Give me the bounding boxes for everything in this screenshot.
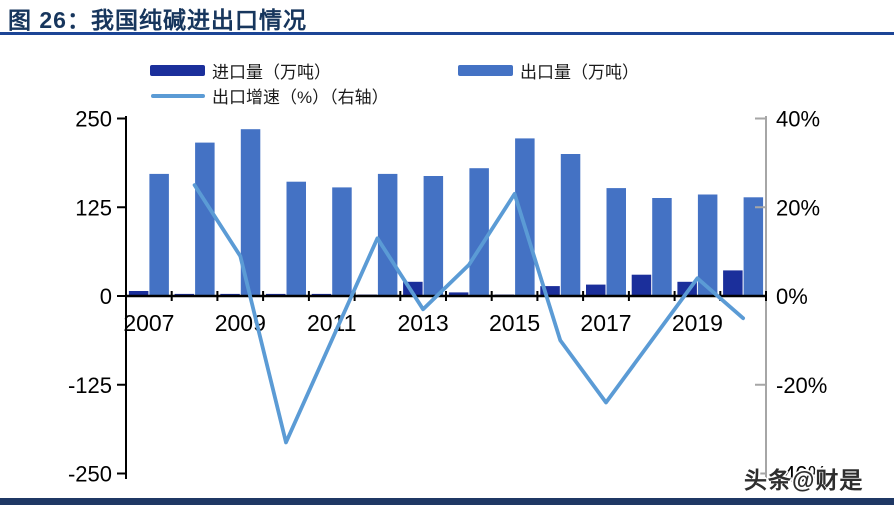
y-axis-label--250: -250: [68, 462, 112, 487]
legend-item-growth: 出口增速（%）（右轴）: [151, 83, 389, 108]
watermark: 头条@财是: [744, 467, 864, 493]
import-legend-swatch: [150, 65, 205, 76]
y-axis-label-125: 125: [75, 195, 112, 220]
export-bar-2014: [469, 168, 489, 296]
y-axis-label-250: 250: [75, 107, 112, 132]
export-growth-line: [192, 183, 745, 445]
export-bar-2020: [743, 197, 764, 296]
import-bar-2014: [448, 292, 469, 296]
import-bar-2007: [128, 291, 149, 296]
y-axis-label--125: -125: [68, 373, 112, 398]
legend-item-export: 出口量（万吨）: [458, 58, 639, 83]
export-legend-label: 出口量（万吨）: [520, 63, 639, 82]
x-axis-label-2017: 2017: [580, 310, 631, 336]
export-bar-2012: [377, 173, 398, 296]
right-axis-label-40%: 40%: [776, 107, 820, 132]
export-legend-swatch: [458, 65, 513, 76]
legend-item-import: 进口量（万吨）: [150, 58, 331, 83]
export-bar-2016: [560, 154, 581, 296]
export-bar-2008: [195, 142, 215, 296]
export-bar-2013: [423, 176, 444, 296]
title-rule: [0, 32, 894, 35]
y-axis-label-0: 0: [100, 284, 112, 309]
growth-legend-label: 出口增速（%）（右轴）: [212, 88, 389, 107]
import-bar-2018: [631, 274, 652, 296]
export-bar-2018: [652, 198, 672, 296]
right-axis-label-0%: 0%: [776, 284, 808, 309]
export-bar-2017: [606, 188, 626, 296]
export-bar-2011: [332, 187, 352, 296]
right-axis-label--20%: -20%: [776, 373, 827, 398]
x-axis-label-2015: 2015: [489, 310, 540, 336]
bottom-border-bar: [0, 498, 894, 505]
x-axis-label-2013: 2013: [398, 310, 449, 336]
export-bar-2007: [149, 173, 169, 296]
import-bar-2017: [586, 284, 606, 296]
import-bar-2016: [540, 286, 560, 296]
growth-legend-line-swatch: [151, 93, 205, 98]
x-axis-label-2007: 2007: [123, 310, 174, 336]
x-axis-label-2019: 2019: [672, 310, 723, 336]
figure-title: 图 26：我国纯碱进出口情况: [8, 7, 307, 33]
export-bar-2009: [240, 129, 261, 296]
right-axis-label--40%: -40%: [776, 462, 827, 487]
export-bar-2010: [286, 181, 306, 296]
import-legend-label: 进口量（万吨）: [212, 63, 331, 82]
right-axis-label-20%: 20%: [776, 195, 820, 220]
x-axis-label-2011: 2011: [307, 310, 356, 336]
export-bar-2015: [515, 138, 535, 296]
import-bar-2020: [723, 270, 743, 296]
export-bar-2019: [697, 194, 718, 296]
